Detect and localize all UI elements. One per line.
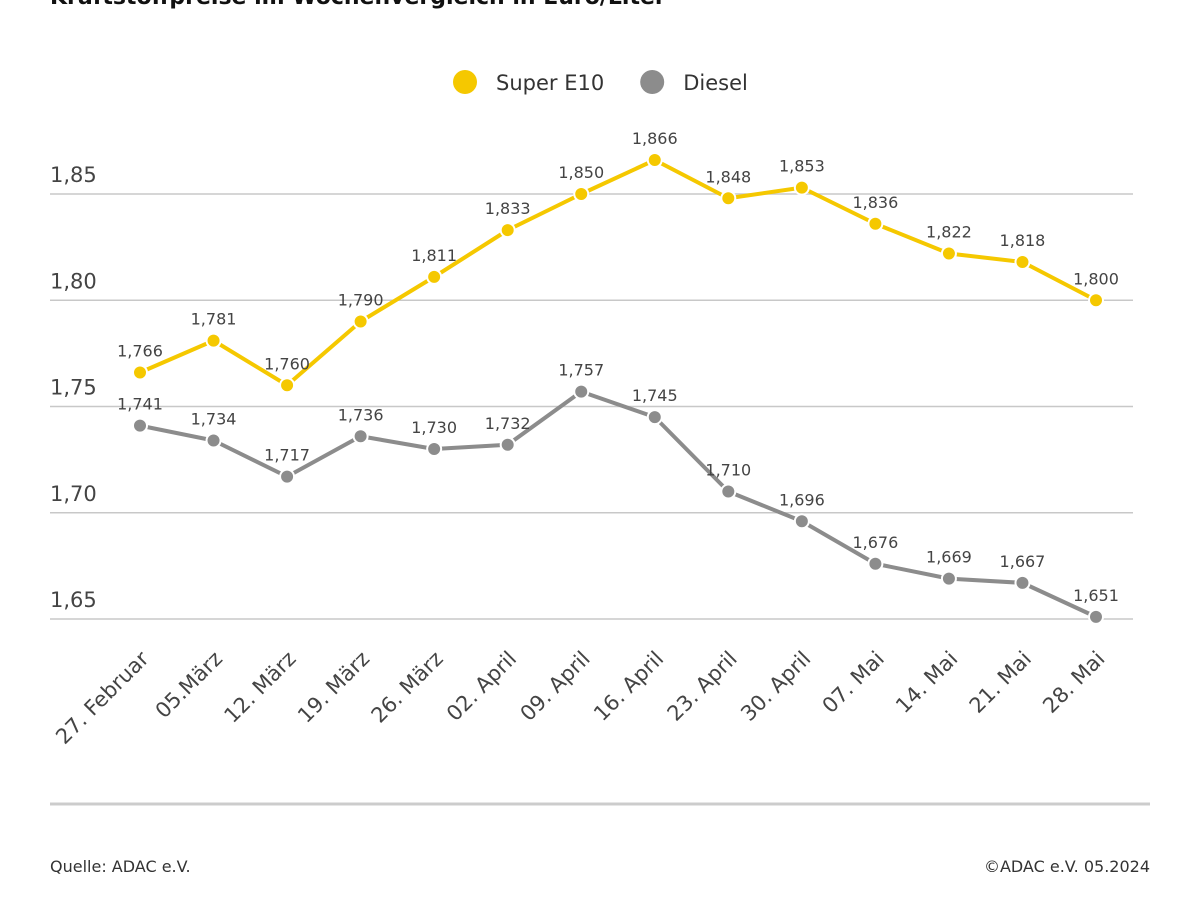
data-point <box>499 436 516 453</box>
data-point <box>205 432 222 449</box>
legend-label: Diesel <box>683 71 748 95</box>
x-tick-label: 19. März <box>293 647 374 728</box>
data-point <box>279 468 296 485</box>
data-label: 1,850 <box>558 163 604 182</box>
data-label: 1,676 <box>852 533 898 552</box>
data-point <box>132 417 148 434</box>
x-tick-label: 21. Mai <box>965 647 1036 718</box>
y-tick-label: 1,65 <box>50 588 97 612</box>
x-tick-label: 12. März <box>219 647 300 728</box>
data-point <box>720 190 737 207</box>
x-tick-label: 07. Mai <box>818 647 889 718</box>
data-label: 1,866 <box>632 129 678 148</box>
data-label: 1,732 <box>485 414 531 433</box>
data-label: 1,710 <box>705 461 751 480</box>
data-point <box>279 377 296 394</box>
data-label: 1,736 <box>338 405 384 424</box>
data-label: 1,848 <box>705 167 751 186</box>
legend-swatch <box>453 70 477 94</box>
y-tick-label: 1,85 <box>50 163 97 187</box>
data-label: 1,651 <box>1073 586 1119 605</box>
x-tick-label: 23. April <box>663 647 742 726</box>
data-point <box>132 364 148 381</box>
y-tick-label: 1,70 <box>50 482 97 506</box>
data-label: 1,766 <box>117 342 163 361</box>
data-point <box>573 186 590 202</box>
data-point <box>1088 608 1104 625</box>
data-point <box>867 215 884 232</box>
data-label: 1,745 <box>632 386 678 405</box>
data-label: 1,790 <box>338 291 384 310</box>
y-tick-label: 1,75 <box>50 376 97 400</box>
data-point <box>352 428 369 445</box>
data-label: 1,730 <box>411 418 457 437</box>
x-tick-label: 30. April <box>736 647 815 726</box>
data-point <box>1088 292 1104 309</box>
data-label: 1,836 <box>852 193 898 212</box>
legend-label: Super E10 <box>496 71 604 95</box>
data-point <box>1014 574 1031 591</box>
data-label: 1,833 <box>485 199 531 218</box>
data-label: 1,734 <box>191 410 237 429</box>
data-point <box>867 555 884 572</box>
data-point <box>793 179 810 196</box>
data-label: 1,696 <box>779 490 825 509</box>
series-line <box>139 158 1097 388</box>
data-label: 1,757 <box>558 361 604 380</box>
data-point <box>940 570 957 587</box>
data-point <box>426 268 443 285</box>
data-point <box>499 222 516 239</box>
data-point <box>205 332 222 349</box>
data-point <box>426 441 443 457</box>
data-point <box>1014 254 1031 270</box>
x-tick-label: 28. Mai <box>1038 647 1109 718</box>
data-point <box>573 383 590 400</box>
source: Quelle: ADAC e.V. <box>50 857 191 876</box>
x-tick-label: 16. April <box>589 647 668 726</box>
x-tick-label: 27. Februar <box>51 646 154 749</box>
series-line <box>139 389 1097 619</box>
data-label: 1,760 <box>264 354 310 373</box>
data-point <box>646 409 663 426</box>
data-label: 1,667 <box>1000 552 1046 571</box>
x-tick-label: 26. März <box>367 647 448 728</box>
y-tick-label: 1,80 <box>50 269 97 293</box>
x-tick-label: 02. April <box>442 647 521 726</box>
x-tick-label: 09. April <box>516 647 595 726</box>
data-label: 1,800 <box>1073 269 1119 288</box>
data-point <box>352 313 369 330</box>
chart-title: Kraftstoffpreise im Wochenvergleich in E… <box>50 0 666 10</box>
data-label: 1,717 <box>264 446 310 465</box>
data-label: 1,818 <box>1000 231 1046 250</box>
x-tick-label: 14. Mai <box>891 647 962 718</box>
data-label: 1,741 <box>117 395 163 414</box>
data-label: 1,781 <box>191 310 237 329</box>
data-label: 1,811 <box>411 246 457 265</box>
data-label: 1,822 <box>926 223 972 242</box>
data-label: 1,853 <box>779 157 825 176</box>
data-point <box>793 513 810 530</box>
data-point <box>940 245 957 262</box>
data-label: 1,669 <box>926 548 972 567</box>
legend-swatch <box>640 70 665 94</box>
x-tick-label: 05.März <box>151 647 227 723</box>
copyright: ©ADAC e.V. 05.2024 <box>984 857 1150 876</box>
data-point <box>646 152 663 168</box>
data-point <box>720 483 737 500</box>
